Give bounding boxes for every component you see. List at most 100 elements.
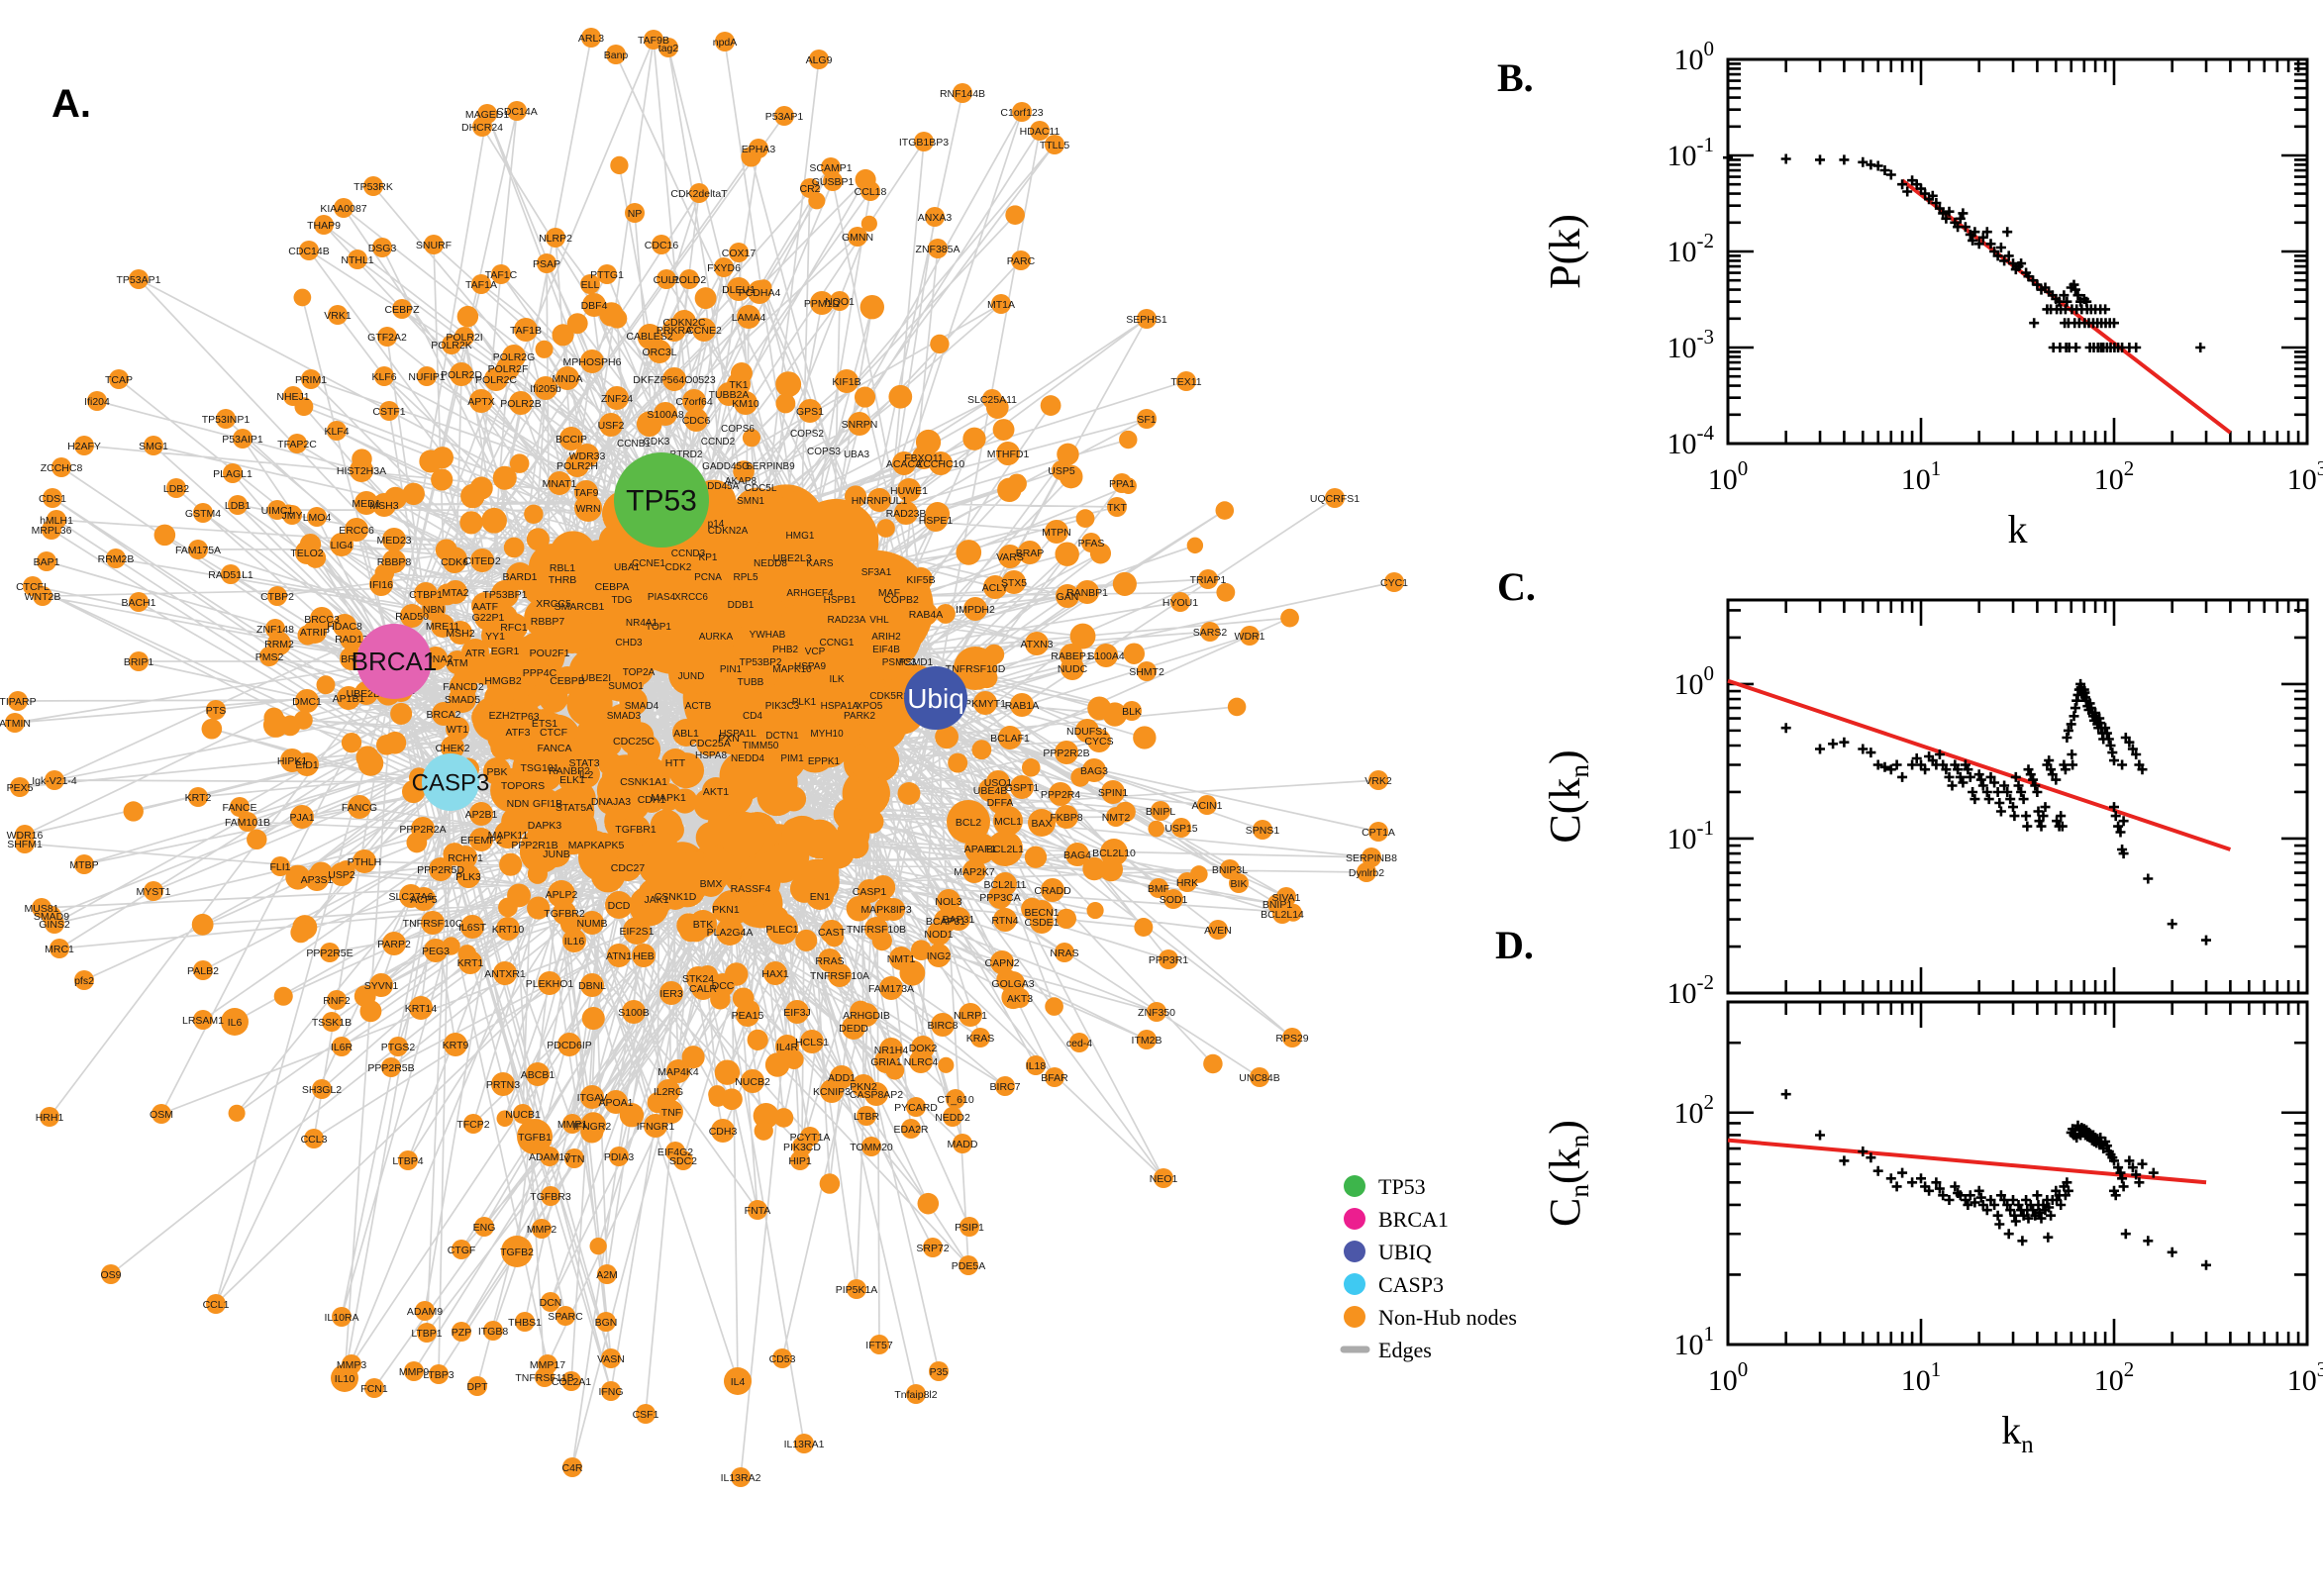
non-hub-node [153,524,176,547]
non-hub-node [320,943,340,962]
non-hub-node [943,1107,962,1127]
non-hub-node [764,1052,790,1077]
non-hub-node [328,305,348,325]
non-hub-node [954,647,997,690]
gene-node-label: FANCD2 [443,681,484,693]
non-hub-node [304,1129,324,1148]
gene-node-label: LTBR [854,1111,879,1123]
non-hub-node [507,101,527,121]
non-hub-node [372,493,396,517]
non-hub-node [711,1119,735,1143]
non-hub-node [548,471,571,495]
gene-node-label: CTCFL [16,581,50,593]
gene-node-label: BCL2L11 [983,879,1026,891]
non-hub-node [1384,572,1404,592]
non-hub-node [471,274,491,294]
axis-tick-label: 103 [2287,1357,2323,1397]
gene-node-label: SUMO1 [608,681,644,692]
gene-node-label: RRM2B [98,553,135,565]
non-hub-node [598,572,626,600]
non-hub-node [312,1079,332,1099]
gene-node-label: CYC1 [1380,577,1408,589]
non-hub-node [1100,839,1128,866]
non-hub-node [582,831,610,858]
non-hub-node [694,287,717,310]
non-hub-node [348,249,367,269]
non-hub-node [778,544,806,571]
non-hub-node [332,1037,352,1056]
non-hub-node [191,913,214,936]
non-hub-node [847,1279,866,1299]
gene-node-label: SMAD5 [445,694,480,706]
gene-node-label: PPP3R1 [1149,954,1188,966]
gene-node-label: KRAS [966,1033,995,1045]
gene-node-label: S100A4 [1087,650,1125,662]
hub-label-tp53: TP53 [626,485,697,518]
non-hub-node [648,600,690,643]
gene-node-label: VHL [869,615,889,626]
gene-node-label: NOD1 [924,929,953,941]
non-hub-node [1106,807,1126,827]
gene-node-label: STK24 [682,973,714,985]
non-hub-node [1082,856,1106,881]
gene-node-label: GSPT1 [1005,782,1040,794]
gene-node-label: NP [628,208,643,220]
axis-tick-label: 100 [1708,1357,1749,1397]
non-hub-node [50,939,69,958]
non-hub-node [930,334,950,354]
non-hub-node [412,887,436,911]
gene-node-label: AP1B1 [333,693,365,705]
non-hub-node [1087,696,1112,721]
gene-node-label: IL10RA [324,1312,358,1324]
gene-node-label: CSDE1 [1024,917,1059,929]
gene-node-label: COL2A1 [552,1376,591,1388]
non-hub-node [491,264,511,284]
non-hub-node [188,787,208,807]
non-hub-node [894,501,918,525]
gene-node-label: BTK [693,919,713,931]
non-hub-node [848,227,867,247]
non-hub-node [526,528,550,551]
gene-node-label: CASP8AP2 [850,1089,903,1101]
non-hub-node [914,132,934,151]
gene-node-label: MAP4K4 [657,1066,699,1078]
gene-node-label: THBS1 [508,1317,542,1329]
non-hub-node [526,658,554,686]
gene-node-label: BTRD2 [670,449,703,460]
axis-tick-label: 100 [1708,456,1749,496]
gene-node-label: POLR2K [431,340,471,351]
gene-node-label: GOLGA3 [991,978,1034,990]
gene-node-label: IFT57 [865,1340,893,1351]
gene-node-label: SERPINB8 [1346,852,1397,864]
non-hub-node [1028,809,1056,837]
gene-node-label: ENG [473,1222,496,1234]
non-hub-node [714,1059,741,1085]
gene-node-label: CCNG1 [819,638,854,648]
non-hub-node [1041,878,1064,902]
non-hub-node [562,1457,582,1477]
non-hub-node [474,1217,494,1237]
gene-node-label: NEDD4 [731,753,764,764]
gene-node-label: KRT9 [443,1040,469,1051]
gene-node-label: IL13RA1 [784,1439,825,1450]
non-hub-node [580,274,600,294]
scatter-points [1780,678,2211,946]
gene-node-label: pfs2 [74,975,94,987]
non-hub-node [101,1264,121,1284]
non-hub-node [513,1104,533,1124]
non-hub-node [800,1030,824,1053]
non-hub-node [341,732,362,753]
gene-node-label: MMP17 [530,1359,565,1371]
non-hub-node [654,402,677,426]
non-hub-node [1177,872,1197,892]
gene-node-label: YWHAB [750,630,786,641]
gene-node-label: SPARC [548,1311,583,1323]
gene-node-label: C1orf123 [1000,107,1043,119]
hub-nodes-layer: TP53 BRCA1 Ubiq CASP3 [352,452,967,811]
gene-node-label: PDCD6IP [547,1040,592,1051]
gene-node-label: COPS2 [790,429,824,440]
gene-node-label: CDC5L [745,483,777,494]
gene-node-label: MED23 [376,535,411,547]
gene-node-label: PDIA3 [604,1151,635,1163]
